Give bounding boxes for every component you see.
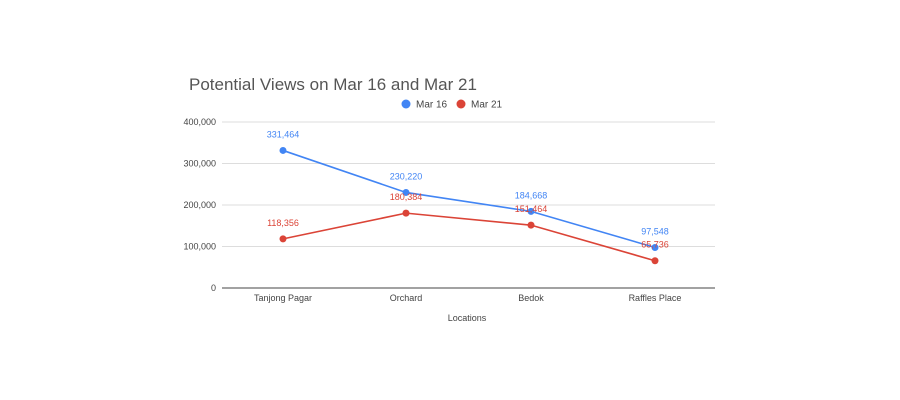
y-tick-label: 0 <box>211 283 216 293</box>
data-point-mar-21 <box>651 257 659 265</box>
data-label-mar-21: 118,356 <box>267 218 299 228</box>
legend-marker-mar-21 <box>456 99 466 109</box>
data-point-mar-21 <box>527 221 535 229</box>
x-tick-label: Bedok <box>518 293 544 303</box>
legend-label-mar-21: Mar 21 <box>471 100 503 111</box>
x-tick-label: Orchard <box>390 293 423 303</box>
data-point-mar-16 <box>527 207 535 215</box>
y-tick-label: 300,000 <box>183 159 216 169</box>
y-axis-ticks: 0 100,000 200,000 300,000 400,000 <box>183 117 216 293</box>
legend-marker-mar-16 <box>401 99 411 109</box>
data-label-mar-21: 180,384 <box>390 192 423 202</box>
data-point-mar-16 <box>279 146 287 154</box>
y-tick-label: 100,000 <box>183 242 216 252</box>
legend: Mar 16 Mar 21 <box>401 99 503 111</box>
gridlines <box>222 121 715 289</box>
series-points <box>279 146 659 265</box>
legend-label-mar-16: Mar 16 <box>416 100 448 111</box>
x-tick-label: Raffles Place <box>629 293 682 303</box>
x-axis-title: Locations <box>448 313 487 323</box>
data-label-mar-21: 65,736 <box>641 240 669 250</box>
data-label-mar-16: 97,548 <box>641 227 669 237</box>
x-axis-ticks: Tanjong Pagar Orchard Bedok Raffles Place <box>254 293 681 303</box>
data-label-mar-21: 151,464 <box>515 204 548 214</box>
y-tick-label: 200,000 <box>183 200 216 210</box>
x-tick-label: Tanjong Pagar <box>254 293 312 303</box>
data-point-mar-21 <box>402 209 410 217</box>
data-point-mar-21 <box>279 235 287 243</box>
data-point-mar-16 <box>402 188 410 196</box>
data-point-mar-16 <box>651 244 659 252</box>
data-label-mar-16: 230,220 <box>390 171 423 181</box>
series-lines <box>282 149 656 262</box>
series-line-mar-21 <box>282 212 656 262</box>
data-labels: 331,464 230,220 184,668 97,548 118,356 180,38… <box>267 129 669 249</box>
data-label-mar-16: 184,668 <box>515 190 548 200</box>
data-label-mar-16: 331,464 <box>267 129 300 139</box>
y-tick-label: 400,000 <box>183 117 216 127</box>
chart-title: Potential Views on Mar 16 and Mar 21 <box>189 75 477 94</box>
series-line-mar-16 <box>282 149 656 249</box>
